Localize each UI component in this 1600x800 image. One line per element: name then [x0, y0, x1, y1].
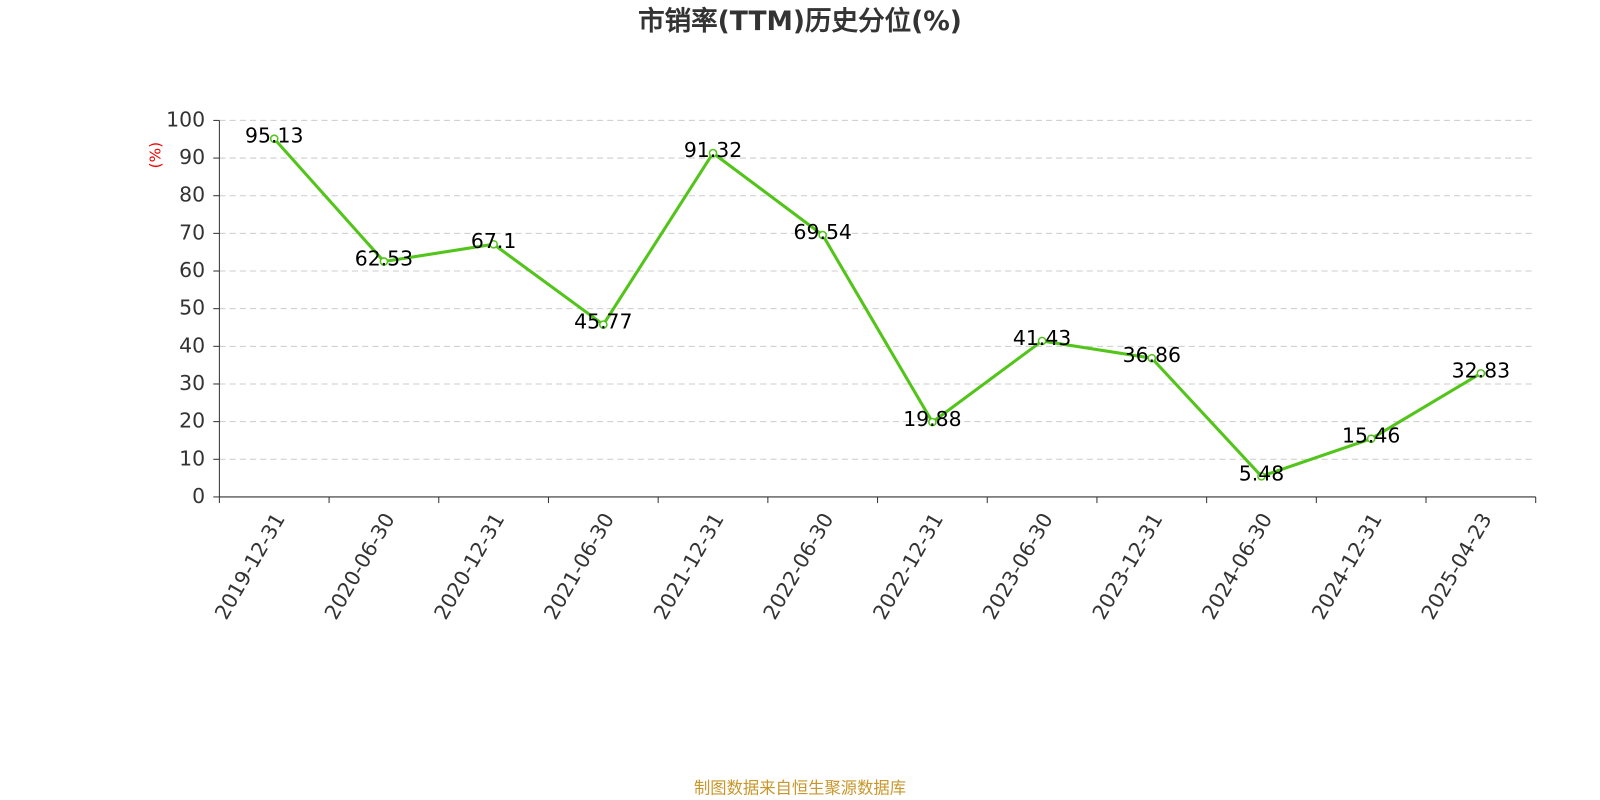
point — [489, 239, 498, 249]
point — [1476, 368, 1486, 378]
y-tick-label: 90 — [179, 145, 205, 169]
data-label: 15.46 — [1342, 424, 1400, 448]
point — [379, 257, 389, 266]
x-tick-label: 2024-12-31 — [1307, 509, 1387, 624]
data-label: 41.43 — [1013, 326, 1071, 350]
x-tick-label: 2022-06-30 — [758, 509, 838, 624]
point — [1366, 434, 1376, 444]
y-tick-label: 60 — [179, 258, 205, 282]
x-tick-label: 2019-12-31 — [210, 509, 290, 624]
y-tick-label: 0 — [192, 484, 205, 508]
x-tick-label: 2025-04-23 — [1416, 509, 1496, 624]
data-label: 62.53 — [355, 246, 413, 270]
y-tick-label: 40 — [179, 333, 205, 357]
data-label: 19.88 — [903, 407, 961, 431]
y-tick-label: 100 — [166, 107, 205, 131]
x-tick-label: 2020-06-30 — [320, 509, 400, 624]
y-axis-label: (%) — [147, 142, 165, 168]
x-tick-label: 2023-12-31 — [1087, 509, 1167, 624]
x-tick-label: 2021-06-30 — [539, 509, 619, 624]
data-label: 36.86 — [1123, 343, 1181, 367]
point — [818, 230, 828, 240]
point — [269, 134, 279, 144]
y-tick-label: 50 — [179, 296, 205, 320]
point — [928, 417, 937, 427]
y-tick-label: 30 — [179, 371, 205, 395]
data-label: 69.54 — [794, 220, 852, 244]
x-tick-label: 2022-12-31 — [868, 509, 948, 624]
y-tick-label: 80 — [179, 183, 205, 207]
data-label: 91.32 — [684, 138, 742, 162]
point — [708, 148, 718, 158]
x-tick-label: 2021-12-31 — [649, 509, 729, 624]
data-label: 45.77 — [574, 310, 632, 334]
x-tick-label: 2020-12-31 — [429, 509, 509, 624]
point — [598, 320, 608, 329]
y-tick-label: 20 — [179, 409, 205, 433]
y-tick-label: 10 — [179, 446, 205, 470]
data-label: 32.83 — [1452, 358, 1510, 382]
y-tick-label: 70 — [179, 220, 205, 244]
line — [273, 137, 1482, 479]
x-tick-label: 2023-06-30 — [978, 509, 1058, 624]
chart-title: 市销率(TTM)历史分位(%) — [638, 6, 962, 37]
source-note: 制图数据来自恒生聚源数据库 — [694, 778, 906, 797]
point — [1147, 353, 1157, 363]
data-label: 95.13 — [245, 124, 303, 148]
x-tick-label: 2024-06-30 — [1197, 509, 1277, 624]
data-label: 67.1 — [471, 229, 516, 253]
data-label: 5.48 — [1239, 461, 1284, 485]
point — [1037, 336, 1047, 346]
point — [1257, 471, 1266, 481]
